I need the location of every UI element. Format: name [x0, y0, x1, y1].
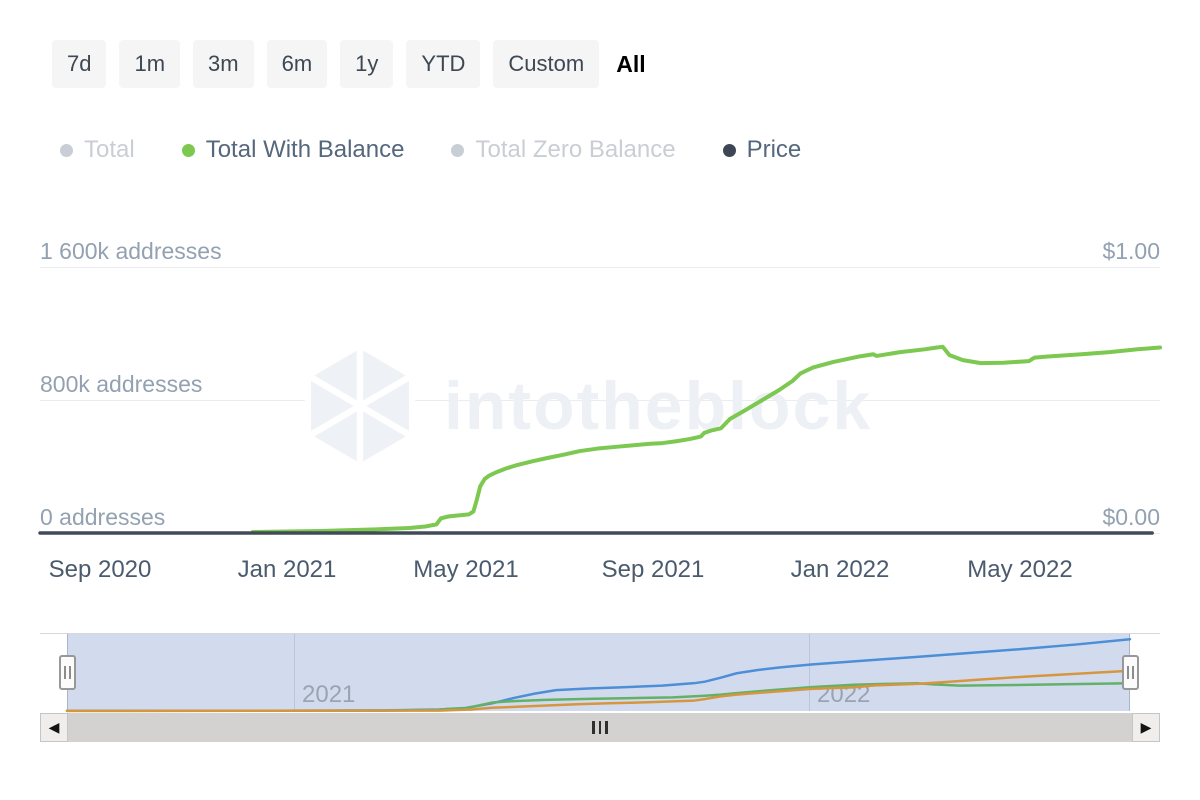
scrollbar-grip-icon [605, 721, 608, 734]
range-button-all[interactable]: All [612, 40, 649, 88]
handle-grip-icon [1127, 666, 1129, 679]
x-tick-may-2021: May 2021 [413, 556, 519, 583]
x-tick-may-2022: May 2022 [967, 556, 1073, 583]
scrollbar-grip-icon [598, 721, 602, 734]
y-axis-label-left-middle: 800k addresses [40, 371, 203, 397]
navigator-right-handle[interactable] [1122, 655, 1139, 690]
range-selector: 7d 1m 3m 6m 1y YTD Custom All [52, 40, 650, 88]
legend-dot-icon [722, 143, 736, 157]
y-axis-label-right-top: $1.00 [1102, 238, 1160, 264]
x-tick-jan-2022: Jan 2022 [790, 556, 890, 583]
y-axis-label-left-bottom: 0 addresses [40, 504, 166, 530]
x-tick-sep-2021: Sep 2021 [601, 556, 705, 583]
handle-grip-icon [64, 666, 66, 679]
scrollbar-grip-icon [592, 721, 595, 734]
chart-navigator: 2021 2022 [40, 633, 1160, 710]
legend-dot-icon [451, 143, 465, 157]
scroll-left-arrow-button[interactable]: ◀ [40, 713, 68, 742]
range-button-7d[interactable]: 7d [52, 40, 107, 88]
handle-grip-icon [69, 666, 71, 679]
legend-item-total-zero-balance[interactable]: Total Zero Balance [451, 136, 676, 164]
range-button-ytd[interactable]: YTD [406, 40, 481, 88]
scrollbar-thumb[interactable] [68, 713, 1132, 742]
legend-label: Price [746, 136, 802, 163]
legend-dot-icon [181, 143, 195, 157]
legend-label: Total With Balance [205, 136, 405, 163]
navigator-left-handle[interactable] [59, 655, 76, 690]
range-button-custom[interactable]: Custom [493, 40, 600, 88]
scroll-right-arrow-button[interactable]: ▶ [1132, 713, 1160, 742]
navigator-selected-range[interactable]: 2021 2022 [67, 634, 1130, 711]
gridline-1600k [40, 267, 1160, 268]
legend-label: Total Zero Balance [475, 136, 676, 163]
legend-label: Total [84, 136, 135, 163]
range-button-6m[interactable]: 6m [266, 40, 328, 88]
x-tick-sep-2020: Sep 2020 [48, 556, 152, 583]
y-axis-label-right-bottom: $0.00 [1102, 504, 1160, 530]
navigator-gridline-2021 [294, 634, 295, 711]
legend-item-total[interactable]: Total [60, 136, 135, 164]
chart-legend: Total Total With Balance Total Zero Bala… [60, 136, 801, 164]
gridline-800k [40, 400, 1160, 401]
navigator-year-label-2021: 2021 [302, 681, 356, 708]
range-button-1y[interactable]: 1y [340, 40, 394, 88]
range-button-3m[interactable]: 3m [193, 40, 254, 88]
legend-item-total-with-balance[interactable]: Total With Balance [181, 136, 405, 164]
x-tick-jan-2021: Jan 2021 [237, 556, 337, 583]
navigator-gridline-2022 [809, 634, 810, 711]
legend-item-price[interactable]: Price [722, 136, 802, 164]
y-axis-label-left-top: 1 600k addresses [40, 238, 222, 264]
chart-scrollbar[interactable]: ◀ ▶ [40, 713, 1160, 742]
range-button-1m[interactable]: 1m [119, 40, 181, 88]
legend-dot-icon [60, 143, 73, 157]
handle-grip-icon [1132, 666, 1134, 679]
navigator-year-label-2022: 2022 [817, 681, 871, 708]
main-chart[interactable] [40, 267, 1160, 533]
